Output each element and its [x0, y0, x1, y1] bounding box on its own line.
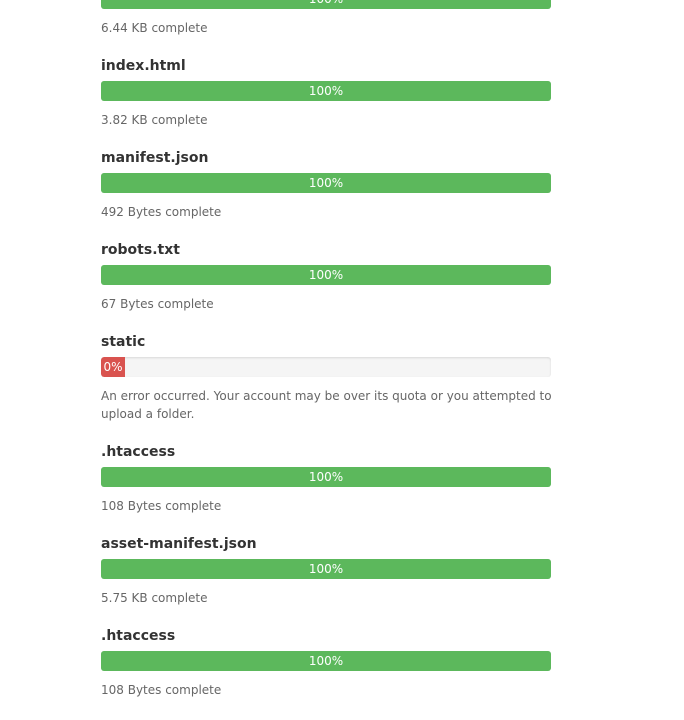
upload-item: index.html 100% 3.82 KB complete — [101, 56, 581, 129]
progress-bar-fill: 100% — [101, 81, 551, 101]
upload-filename: .htaccess — [101, 442, 581, 462]
progress-bar-track: 100% — [101, 0, 551, 9]
progress-bar-fill: 100% — [101, 651, 551, 671]
progress-bar-track: 100% — [101, 81, 551, 101]
upload-item: manifest.json 100% 492 Bytes complete — [101, 148, 581, 221]
progress-bar-fill: 100% — [101, 0, 551, 9]
progress-bar-fill: 100% — [101, 559, 551, 579]
upload-item: favicon.ico 100% 6.44 KB complete — [101, 0, 581, 37]
upload-status: 108 Bytes complete — [101, 497, 581, 515]
progress-bar-track: 100% — [101, 651, 551, 671]
upload-item: robots.txt 100% 67 Bytes complete — [101, 240, 581, 313]
upload-status: 3.82 KB complete — [101, 111, 581, 129]
upload-list: favicon.ico 100% 6.44 KB complete index.… — [101, 0, 581, 720]
upload-status: 492 Bytes complete — [101, 203, 581, 221]
upload-status: An error occurred. Your account may be o… — [101, 387, 581, 423]
upload-filename: index.html — [101, 56, 581, 76]
upload-filename: asset-manifest.json — [101, 534, 581, 554]
progress-bar-fill: 0% — [101, 357, 125, 377]
upload-item: static 0% An error occurred. Your accoun… — [101, 332, 581, 423]
upload-item: .htaccess 100% 108 Bytes complete — [101, 442, 581, 515]
upload-status: 67 Bytes complete — [101, 295, 581, 313]
upload-status: 108 Bytes complete — [101, 681, 581, 699]
upload-item: asset-manifest.json 100% 5.75 KB complet… — [101, 534, 581, 607]
progress-bar-track: 100% — [101, 467, 551, 487]
progress-bar-fill: 100% — [101, 265, 551, 285]
upload-filename: .htaccess — [101, 626, 581, 646]
upload-filename: robots.txt — [101, 240, 581, 260]
progress-bar-track: 100% — [101, 265, 551, 285]
upload-item: .htaccess 100% 108 Bytes complete — [101, 626, 581, 699]
upload-status: 6.44 KB complete — [101, 19, 581, 37]
upload-status: 5.75 KB complete — [101, 589, 581, 607]
progress-bar-track: 100% — [101, 173, 551, 193]
progress-bar-track: 100% — [101, 559, 551, 579]
progress-bar-fill: 100% — [101, 467, 551, 487]
progress-bar-track: 0% — [101, 357, 551, 377]
upload-filename: static — [101, 332, 581, 352]
upload-filename: manifest.json — [101, 148, 581, 168]
progress-bar-fill: 100% — [101, 173, 551, 193]
